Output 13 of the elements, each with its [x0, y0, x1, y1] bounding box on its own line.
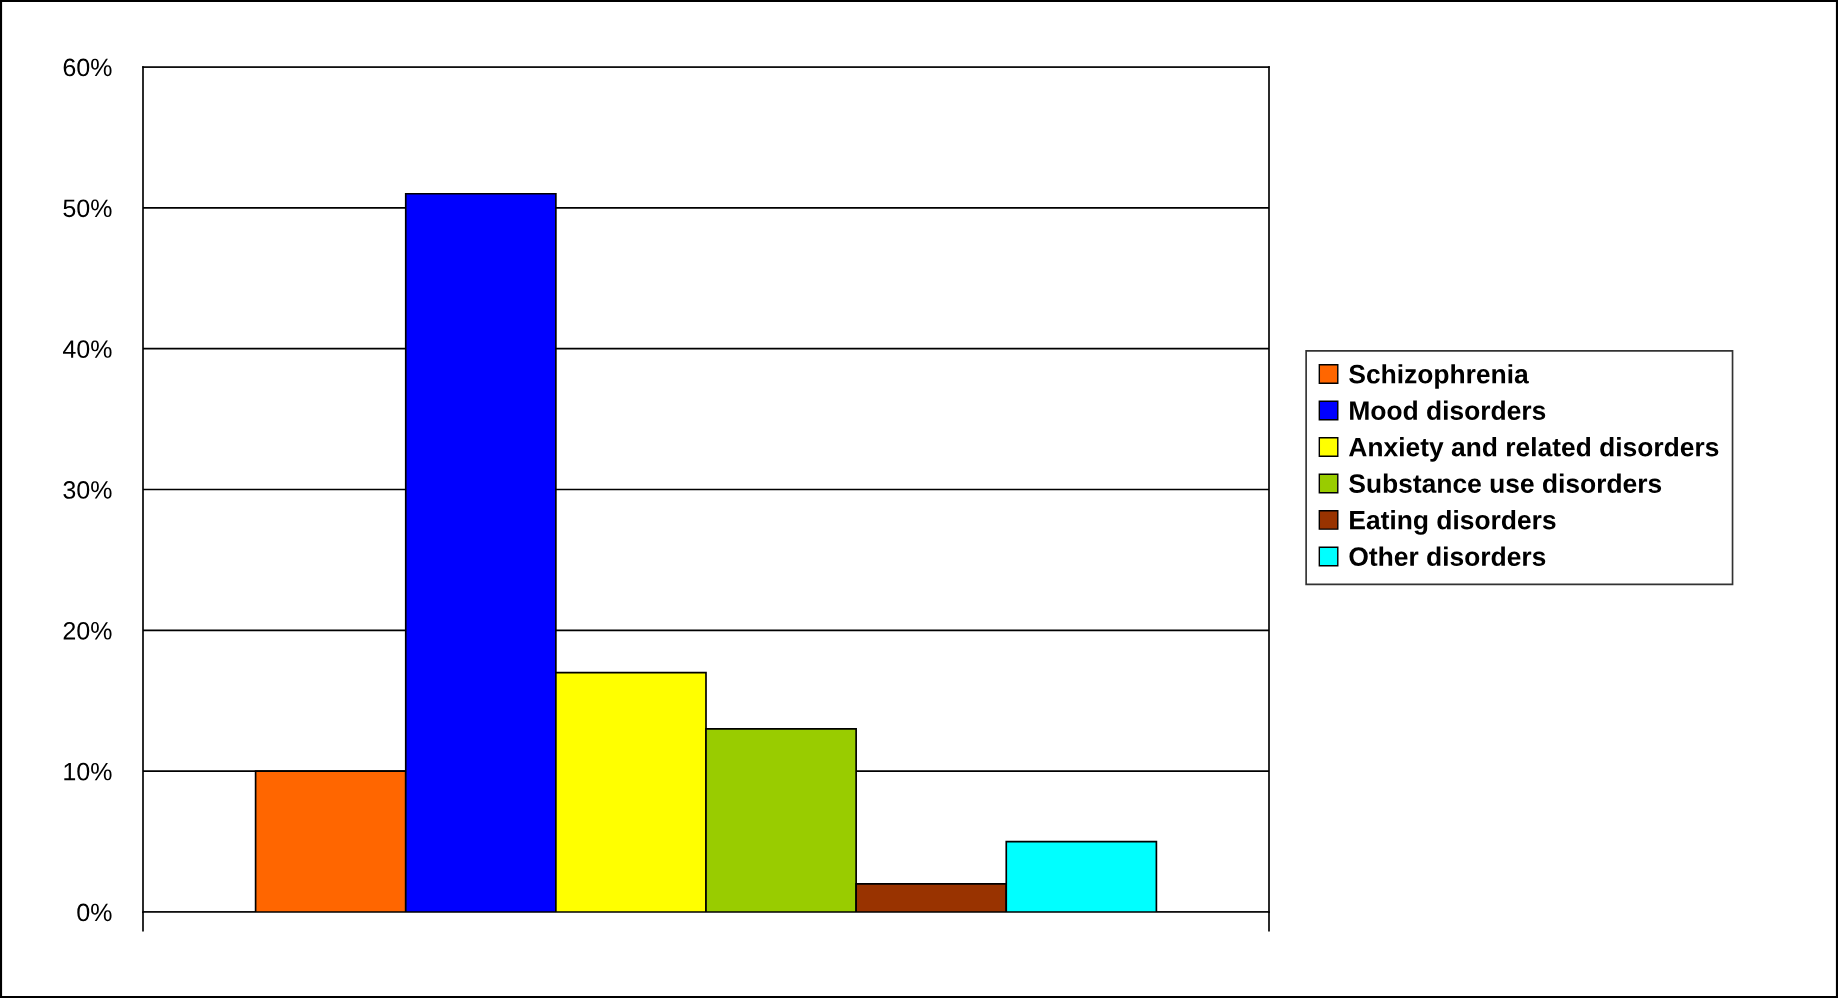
y-tick-label: 50%	[63, 199, 112, 218]
y-tick-label: 10%	[64, 762, 112, 781]
legend-label: Mood disorders	[1350, 400, 1546, 420]
legend-label: Anxiety and related disorders	[1349, 437, 1719, 462]
legend-label: Substance use disorders	[1349, 473, 1662, 493]
y-tick-label: 30%	[63, 481, 112, 499]
legend-label: Other disorders	[1349, 546, 1546, 567]
legend-label: Eating disorders	[1350, 510, 1556, 535]
y-tick-label: 0%	[77, 903, 112, 922]
y-tick-label: 20%	[63, 621, 112, 640]
y-tick-label: 60%	[63, 58, 112, 77]
y-tick-label: 40%	[62, 340, 112, 358]
legend-label: Schizophrenia	[1349, 364, 1529, 389]
